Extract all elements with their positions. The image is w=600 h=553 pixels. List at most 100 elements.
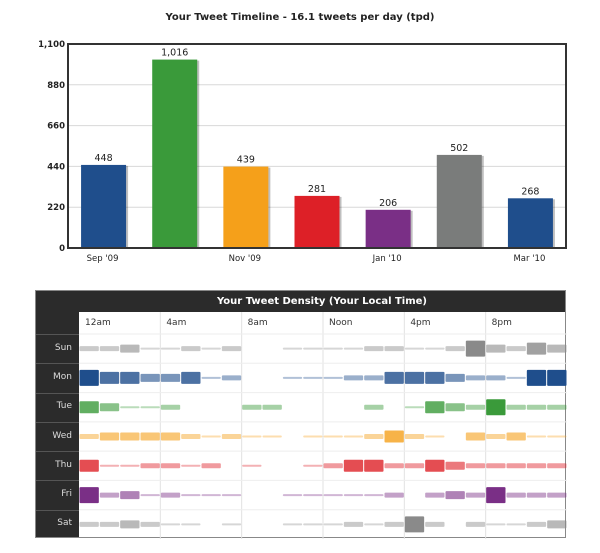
heat-cell[interactable]: [465, 492, 486, 498]
heat-cell[interactable]: [120, 371, 140, 384]
heat-cell[interactable]: [79, 459, 99, 472]
heat-cell[interactable]: [99, 432, 120, 441]
heat-cell[interactable]: [526, 521, 547, 527]
heat-cell[interactable]: [506, 404, 526, 410]
heat-cell[interactable]: [445, 373, 465, 382]
heat-cell[interactable]: [120, 344, 140, 353]
heat-cell[interactable]: [79, 434, 99, 439]
heat-cell[interactable]: [160, 492, 181, 498]
heat-cell[interactable]: [465, 463, 486, 469]
heat-cell[interactable]: [486, 344, 506, 353]
heat-cell[interactable]: [547, 369, 567, 386]
heat-cell[interactable]: [201, 347, 221, 350]
heat-cell[interactable]: [160, 432, 181, 441]
heat-cell[interactable]: [99, 371, 120, 384]
bar[interactable]: [365, 209, 411, 248]
heat-cell[interactable]: [547, 344, 567, 353]
heat-cell[interactable]: [486, 399, 506, 416]
heat-cell[interactable]: [425, 492, 445, 498]
heat-cell[interactable]: [323, 435, 343, 438]
heat-cell[interactable]: [140, 521, 160, 527]
heat-cell[interactable]: [282, 347, 303, 350]
heat-cell[interactable]: [364, 459, 384, 472]
heat-cell[interactable]: [323, 494, 343, 497]
heat-cell[interactable]: [425, 371, 445, 384]
heat-cell[interactable]: [120, 432, 140, 441]
heat-cell[interactable]: [120, 406, 140, 409]
heat-cell[interactable]: [79, 401, 99, 414]
heat-cell[interactable]: [221, 523, 242, 526]
heat-cell[interactable]: [384, 463, 404, 469]
heat-cell[interactable]: [303, 347, 323, 350]
heat-cell[interactable]: [526, 435, 547, 438]
bar[interactable]: [294, 195, 340, 248]
heat-cell[interactable]: [99, 492, 120, 498]
heat-cell[interactable]: [404, 371, 425, 384]
heat-cell[interactable]: [526, 369, 547, 386]
heat-cell[interactable]: [221, 346, 242, 352]
heat-cell[interactable]: [343, 435, 364, 438]
heat-cell[interactable]: [526, 404, 547, 410]
heat-cell[interactable]: [303, 376, 323, 379]
heat-cell[interactable]: [547, 435, 567, 438]
bar[interactable]: [507, 198, 553, 248]
heat-cell[interactable]: [181, 494, 201, 497]
heat-cell[interactable]: [486, 375, 506, 381]
heat-cell[interactable]: [79, 521, 99, 527]
heat-cell[interactable]: [323, 376, 343, 379]
heat-cell[interactable]: [140, 494, 160, 497]
heat-cell[interactable]: [526, 492, 547, 498]
heat-cell[interactable]: [506, 376, 526, 379]
heat-cell[interactable]: [384, 521, 404, 527]
heat-cell[interactable]: [282, 494, 303, 497]
heat-cell[interactable]: [99, 464, 120, 467]
heat-cell[interactable]: [547, 404, 567, 410]
heat-cell[interactable]: [140, 463, 160, 469]
heat-cell[interactable]: [465, 340, 486, 357]
heat-cell[interactable]: [343, 459, 364, 472]
heat-cell[interactable]: [282, 376, 303, 379]
heat-cell[interactable]: [506, 492, 526, 498]
heat-cell[interactable]: [303, 523, 323, 526]
heat-cell[interactable]: [547, 520, 567, 529]
bar[interactable]: [223, 166, 269, 248]
heat-cell[interactable]: [506, 432, 526, 441]
heat-cell[interactable]: [364, 404, 384, 410]
heat-cell[interactable]: [526, 463, 547, 469]
heat-cell[interactable]: [425, 459, 445, 472]
heat-cell[interactable]: [425, 435, 445, 438]
heat-cell[interactable]: [465, 432, 486, 441]
heat-cell[interactable]: [547, 492, 567, 498]
heat-cell[interactable]: [445, 346, 465, 352]
heat-cell[interactable]: [79, 346, 99, 352]
heat-cell[interactable]: [384, 492, 404, 498]
heat-cell[interactable]: [404, 347, 425, 350]
heat-cell[interactable]: [160, 347, 181, 350]
heat-cell[interactable]: [160, 523, 181, 526]
heat-cell[interactable]: [465, 375, 486, 381]
heat-cell[interactable]: [181, 371, 201, 384]
heat-cell[interactable]: [160, 404, 181, 410]
heat-cell[interactable]: [242, 404, 262, 410]
heat-cell[interactable]: [384, 430, 404, 443]
bar[interactable]: [81, 164, 127, 248]
heat-cell[interactable]: [404, 434, 425, 439]
heat-cell[interactable]: [445, 491, 465, 500]
heat-cell[interactable]: [221, 494, 242, 497]
heat-cell[interactable]: [120, 464, 140, 467]
heat-cell[interactable]: [181, 523, 201, 526]
heat-cell[interactable]: [140, 432, 160, 441]
heat-cell[interactable]: [425, 521, 445, 527]
heat-cell[interactable]: [323, 347, 343, 350]
heat-cell[interactable]: [99, 346, 120, 352]
heat-cell[interactable]: [303, 464, 323, 467]
heat-cell[interactable]: [201, 376, 221, 379]
heat-cell[interactable]: [465, 521, 486, 527]
heat-cell[interactable]: [303, 435, 323, 438]
bar[interactable]: [152, 59, 198, 248]
heat-cell[interactable]: [506, 523, 526, 526]
heat-cell[interactable]: [384, 346, 404, 352]
heat-cell[interactable]: [425, 401, 445, 414]
heat-cell[interactable]: [160, 373, 181, 382]
heat-cell[interactable]: [343, 347, 364, 350]
